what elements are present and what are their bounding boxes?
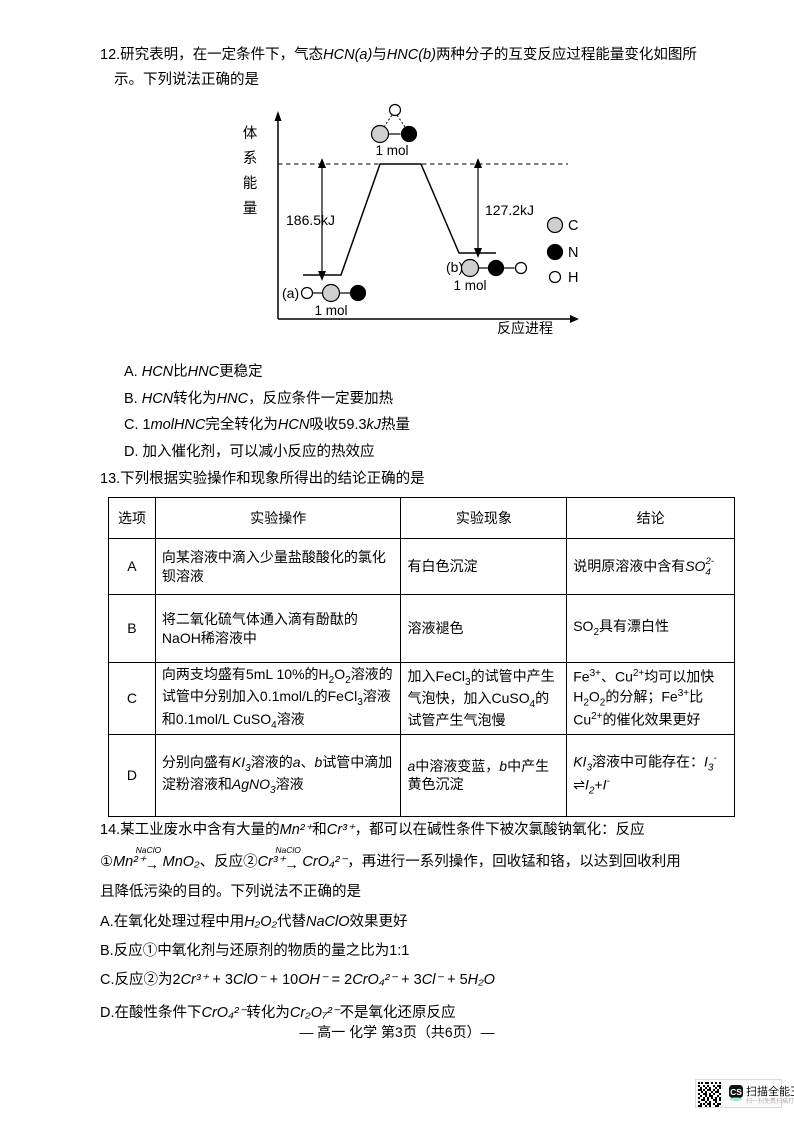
svg-text:反应进程: 反应进程 [497, 320, 553, 336]
svg-text:CS: CS [730, 1087, 742, 1097]
svg-text:1 mol: 1 mol [375, 143, 408, 158]
svg-text:系: 系 [243, 150, 258, 167]
svg-text:186.5kJ: 186.5kJ [286, 212, 335, 228]
svg-text:(b): (b) [446, 259, 463, 275]
svg-text:量: 量 [243, 201, 258, 217]
svg-text:体: 体 [243, 125, 258, 142]
svg-text:N: N [568, 245, 578, 261]
svg-text:H: H [568, 270, 578, 286]
svg-text:(a): (a) [282, 285, 299, 301]
svg-text:C: C [568, 218, 578, 234]
svg-text:能: 能 [243, 175, 258, 192]
svg-text:扫一扫免费扫描打印·cc: 扫一扫免费扫描打印·cc [746, 1097, 794, 1105]
svg-text:1 mol: 1 mol [453, 278, 486, 293]
svg-text:1 mol: 1 mol [314, 303, 347, 318]
svg-text:扫描全能王: 扫描全能王 [746, 1084, 794, 1098]
svg-text:127.2kJ: 127.2kJ [485, 202, 534, 218]
